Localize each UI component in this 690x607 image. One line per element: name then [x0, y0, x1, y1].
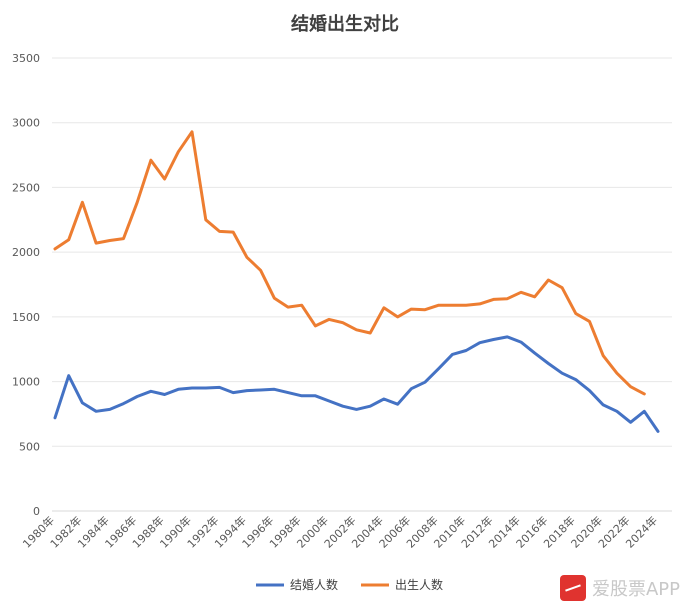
watermark-text: 爱股票APP	[591, 579, 680, 600]
legend: 结婚人数 出生人数	[256, 577, 443, 592]
x-axis: 1980年1982年1984年1986年1988年1990年1992年1994年…	[20, 513, 660, 550]
app-logo-icon	[559, 575, 586, 601]
series-line-1	[53, 335, 660, 433]
legend-label: 结婚人数	[290, 577, 338, 592]
series-line-2	[53, 130, 646, 396]
y-tick-label: 3000	[12, 117, 40, 130]
y-tick-label: 2500	[12, 181, 40, 194]
grid	[52, 57, 672, 512]
y-axis: 0 500 1000 1500 2000 2500 3000 3500	[12, 52, 40, 518]
y-tick-label: 2000	[12, 246, 40, 259]
y-tick-label: 1000	[12, 376, 40, 389]
chart-title: 结婚出生对比	[291, 13, 399, 35]
y-tick-label: 500	[19, 440, 40, 453]
legend-label: 出生人数	[395, 577, 443, 592]
series-lines	[53, 130, 660, 433]
y-tick-label: 0	[33, 505, 40, 518]
y-tick-label: 1500	[12, 311, 40, 324]
y-tick-label: 3500	[12, 52, 40, 65]
watermark: 爱股票APP	[559, 575, 680, 601]
